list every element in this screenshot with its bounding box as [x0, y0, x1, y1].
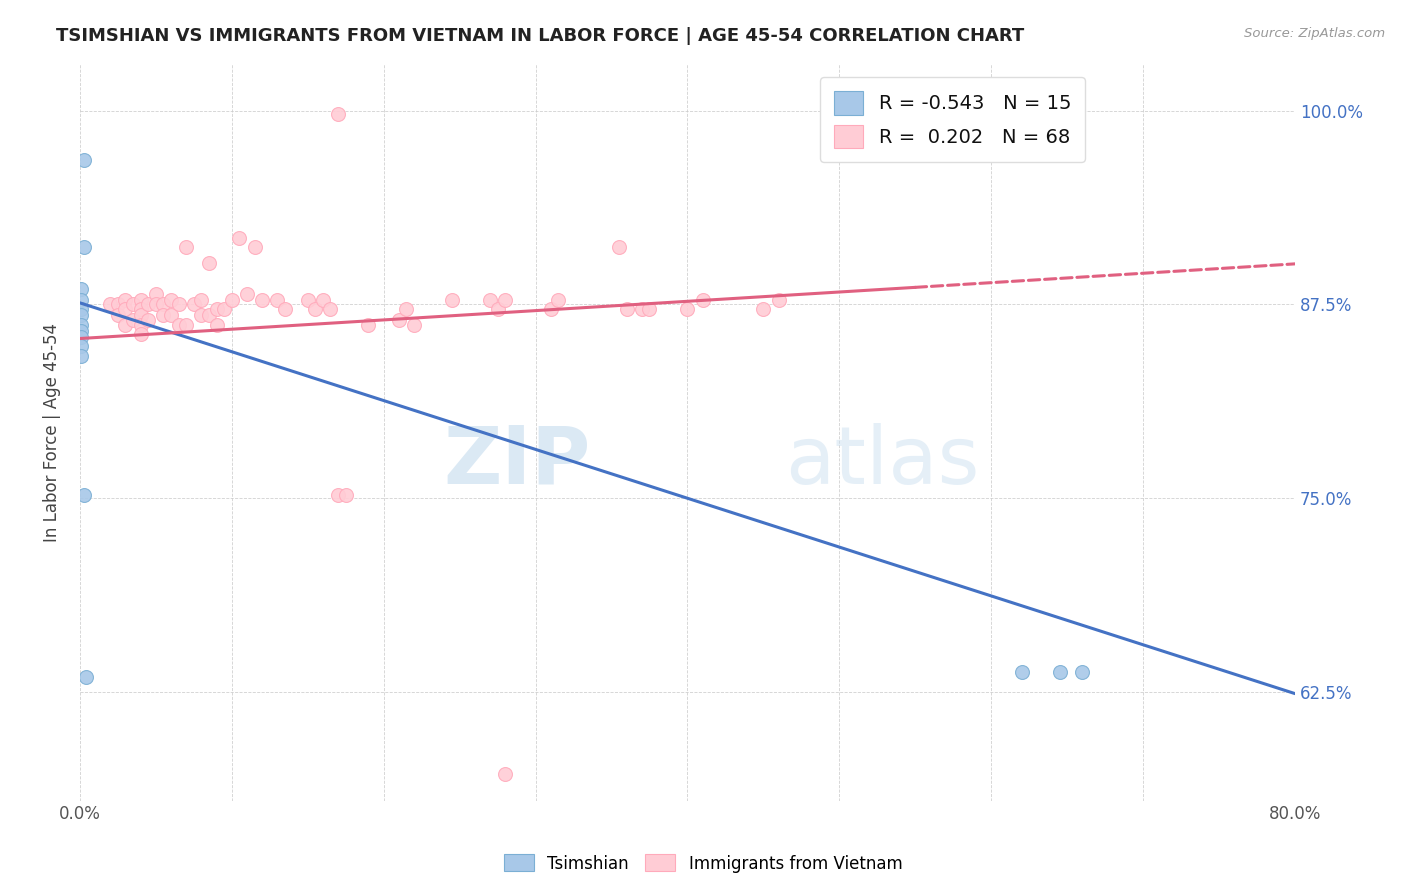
Point: [70, 324, 93, 338]
Point: [243, 240, 266, 254]
Point: [160, 293, 183, 307]
Point: [183, 297, 205, 311]
Point: [1011, 665, 1033, 679]
Point: [129, 318, 152, 332]
Point: [198, 308, 221, 322]
Point: [486, 301, 509, 316]
Point: [190, 308, 212, 322]
Point: [122, 313, 145, 327]
Point: [70, 318, 93, 332]
Text: ZIP: ZIP: [443, 423, 591, 500]
Point: [326, 106, 349, 120]
Point: [440, 293, 463, 307]
Point: [274, 301, 297, 316]
Point: [312, 293, 335, 307]
Point: [136, 313, 159, 327]
Point: [357, 318, 380, 332]
Text: atlas: atlas: [785, 423, 979, 500]
Point: [190, 293, 212, 307]
Point: [198, 255, 221, 269]
Point: [927, 103, 949, 118]
Text: TSIMSHIAN VS IMMIGRANTS FROM VIETNAM IN LABOR FORCE | AGE 45-54 CORRELATION CHAR: TSIMSHIAN VS IMMIGRANTS FROM VIETNAM IN …: [56, 27, 1025, 45]
Point: [122, 297, 145, 311]
Point: [167, 318, 190, 332]
Point: [174, 318, 197, 332]
Point: [70, 349, 93, 363]
Point: [395, 301, 418, 316]
Point: [205, 318, 228, 332]
Point: [547, 293, 569, 307]
Point: [114, 301, 136, 316]
Point: [402, 318, 425, 332]
Point: [676, 301, 699, 316]
Point: [70, 308, 93, 322]
Point: [114, 318, 136, 332]
Point: [152, 308, 174, 322]
Point: [145, 286, 167, 301]
Point: [1049, 665, 1071, 679]
Point: [160, 308, 183, 322]
Point: [228, 231, 250, 245]
Point: [631, 301, 654, 316]
Point: [136, 297, 159, 311]
Point: [145, 297, 167, 311]
Point: [304, 301, 326, 316]
Point: [221, 293, 243, 307]
Point: [250, 293, 273, 307]
Point: [326, 488, 349, 502]
Point: [266, 293, 288, 307]
Point: [494, 767, 516, 781]
Point: [616, 301, 638, 316]
Point: [129, 326, 152, 341]
Point: [478, 293, 501, 307]
Point: [70, 330, 93, 344]
Point: [212, 301, 235, 316]
Point: [236, 286, 259, 301]
Point: [107, 297, 129, 311]
Point: [98, 297, 121, 311]
Point: [70, 293, 93, 307]
Point: [768, 293, 790, 307]
Point: [692, 293, 714, 307]
Point: [494, 293, 516, 307]
Y-axis label: In Labor Force | Age 45-54: In Labor Force | Age 45-54: [44, 323, 60, 541]
Point: [129, 293, 152, 307]
Point: [107, 308, 129, 322]
Point: [167, 297, 190, 311]
Point: [540, 301, 562, 316]
Point: [152, 297, 174, 311]
Point: [1071, 665, 1094, 679]
Point: [129, 308, 152, 322]
Point: [319, 301, 342, 316]
Point: [297, 293, 319, 307]
Point: [75, 669, 97, 683]
Point: [752, 301, 775, 316]
Point: [114, 293, 136, 307]
Point: [73, 488, 96, 502]
Text: Source: ZipAtlas.com: Source: ZipAtlas.com: [1244, 27, 1385, 40]
Point: [335, 488, 357, 502]
Point: [388, 313, 411, 327]
Legend: Tsimshian, Immigrants from Vietnam: Tsimshian, Immigrants from Vietnam: [496, 847, 910, 880]
Point: [70, 339, 93, 353]
Legend: R = -0.543   N = 15, R =  0.202   N = 68: R = -0.543 N = 15, R = 0.202 N = 68: [820, 78, 1085, 161]
Point: [205, 301, 228, 316]
Point: [607, 240, 630, 254]
Point: [638, 301, 661, 316]
Point: [174, 240, 197, 254]
Point: [73, 153, 96, 168]
Point: [73, 240, 96, 254]
Point: [70, 301, 93, 316]
Point: [129, 301, 152, 316]
Point: [70, 282, 93, 296]
Point: [859, 103, 882, 118]
